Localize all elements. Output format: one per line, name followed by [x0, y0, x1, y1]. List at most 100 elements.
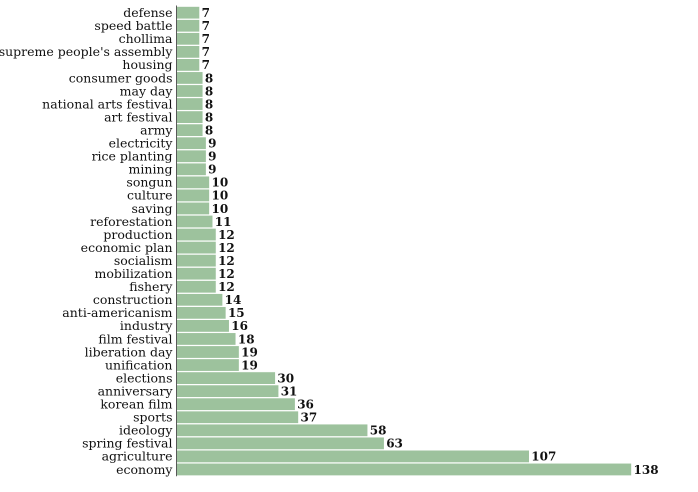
- bar: [176, 123, 204, 137]
- value-label: 30: [277, 371, 294, 385]
- bar: [176, 267, 217, 281]
- bar: [176, 32, 200, 46]
- bar: [176, 241, 217, 255]
- category-label: liberation day: [85, 344, 174, 359]
- category-label: culture: [127, 188, 173, 203]
- category-label: defense: [123, 5, 172, 20]
- bar: [176, 215, 214, 229]
- bars-group: [176, 6, 632, 476]
- category-label: may day: [120, 83, 174, 98]
- bar: [176, 371, 276, 385]
- value-label: 8: [205, 71, 213, 85]
- category-label: unification: [105, 357, 173, 372]
- value-label: 12: [218, 241, 235, 255]
- value-label: 37: [300, 411, 317, 425]
- value-label: 12: [218, 267, 235, 281]
- category-label: anti-americanism: [62, 305, 172, 320]
- value-label: 7: [202, 32, 210, 46]
- category-label: economy: [116, 462, 173, 477]
- bar: [176, 84, 204, 98]
- bar: [176, 410, 299, 424]
- value-label: 7: [202, 19, 210, 33]
- value-label: 16: [231, 319, 248, 333]
- category-label: industry: [120, 318, 174, 333]
- category-label: fishery: [129, 279, 173, 294]
- value-label: 10: [211, 202, 228, 216]
- category-label: art festival: [104, 109, 172, 124]
- category-label: national arts festival: [42, 96, 172, 111]
- bar: [176, 254, 217, 268]
- value-label: 12: [218, 280, 235, 294]
- category-label: electricity: [109, 136, 174, 151]
- value-label: 36: [297, 398, 314, 412]
- value-label: 107: [531, 450, 556, 464]
- category-label: spring festival: [82, 436, 172, 451]
- value-label: 7: [202, 45, 210, 59]
- value-label: 10: [211, 176, 228, 190]
- bar: [176, 162, 207, 176]
- value-label: 8: [205, 84, 213, 98]
- value-label: 138: [634, 463, 659, 477]
- category-label: construction: [93, 292, 173, 307]
- value-label: 9: [208, 163, 216, 177]
- bar: [176, 293, 223, 307]
- value-label: 63: [386, 437, 403, 451]
- value-label: 8: [205, 97, 213, 111]
- category-label: agriculture: [102, 449, 173, 464]
- value-label: 10: [211, 189, 228, 203]
- value-label: 15: [228, 306, 245, 320]
- category-label: saving: [132, 201, 173, 216]
- category-label: production: [103, 227, 172, 242]
- category-label: korean film: [100, 397, 172, 412]
- value-labels-group: 7777788888999101010111212121212141516181…: [202, 6, 659, 477]
- category-label: elections: [116, 370, 173, 385]
- bar: [176, 228, 217, 242]
- category-label: consumer goods: [69, 70, 173, 85]
- category-label: reforestation: [90, 214, 172, 229]
- bar: [176, 358, 240, 372]
- value-label: 12: [218, 228, 235, 242]
- category-label: speed battle: [94, 18, 172, 33]
- category-label: sports: [133, 410, 172, 425]
- bar: [176, 149, 207, 163]
- value-label: 12: [218, 254, 235, 268]
- bar: [176, 332, 237, 346]
- category-label: economic plan: [81, 240, 173, 255]
- category-label: supreme people's assembly: [0, 44, 173, 59]
- bar: [176, 462, 632, 476]
- value-label: 31: [281, 384, 298, 398]
- category-label: army: [140, 122, 173, 137]
- bar: [176, 436, 385, 450]
- category-label: songun: [126, 175, 172, 190]
- bar: [176, 345, 240, 359]
- value-label: 58: [370, 424, 387, 438]
- category-label: mining: [129, 162, 173, 177]
- bar: [176, 97, 204, 111]
- bar: [176, 306, 227, 320]
- value-label: 8: [205, 123, 213, 137]
- value-label: 18: [238, 332, 255, 346]
- bar: [176, 6, 200, 20]
- value-label: 11: [215, 215, 232, 229]
- bar: [176, 45, 200, 59]
- category-label: housing: [122, 57, 172, 72]
- bar: [176, 280, 217, 294]
- bar: [176, 110, 204, 124]
- value-label: 9: [208, 150, 216, 164]
- bar: [176, 397, 296, 411]
- value-label: 14: [225, 293, 242, 307]
- bar: [176, 423, 369, 437]
- bar: [176, 384, 280, 398]
- value-label: 19: [241, 345, 258, 359]
- category-label: anniversary: [98, 383, 174, 398]
- bar: [176, 319, 230, 333]
- category-label: mobilization: [94, 266, 172, 281]
- bar: [176, 136, 207, 150]
- category-label: film festival: [98, 331, 172, 346]
- category-label: rice planting: [92, 149, 173, 164]
- bar: [176, 71, 204, 85]
- value-label: 7: [202, 58, 210, 72]
- category-label: ideology: [119, 423, 173, 438]
